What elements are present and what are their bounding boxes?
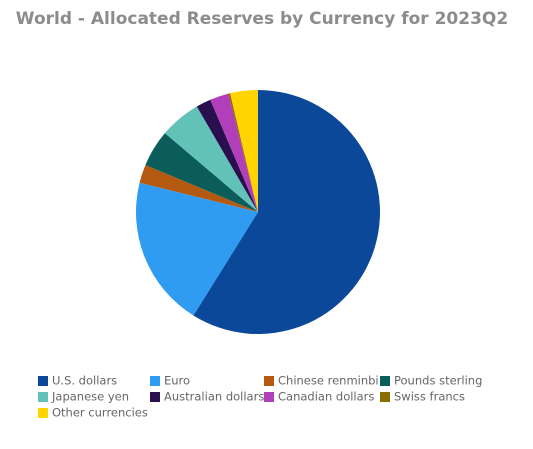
legend-label: Swiss francs xyxy=(394,390,465,404)
legend-swatch xyxy=(150,376,160,386)
legend-label: Euro xyxy=(164,374,190,388)
pie-slice xyxy=(228,93,258,212)
legend-label: Other currencies xyxy=(52,406,148,420)
legend-swatch xyxy=(264,392,274,402)
legend-label: U.S. dollars xyxy=(52,374,117,388)
pie-slice xyxy=(139,164,258,212)
legend-swatch xyxy=(38,392,48,402)
legend-label: Japanese yen xyxy=(51,390,129,404)
pie-slice xyxy=(196,99,258,212)
legend-swatch xyxy=(38,408,48,418)
legend-swatch xyxy=(380,392,390,402)
legend-label: Chinese renminbi xyxy=(278,374,379,388)
pie-slice xyxy=(193,90,380,334)
legend-swatch xyxy=(264,376,274,386)
pie-slice xyxy=(210,93,258,212)
pie-slice xyxy=(136,182,258,316)
legend-swatch xyxy=(38,376,48,386)
legend-swatch xyxy=(380,376,390,386)
pie-slice xyxy=(164,106,258,212)
chart-title: World - Allocated Reserves by Currency f… xyxy=(16,9,508,29)
pie-slice xyxy=(230,90,258,212)
legend-label: Canadian dollars xyxy=(278,390,374,404)
legend-label: Pounds sterling xyxy=(394,374,482,388)
legend-swatch xyxy=(150,392,160,402)
legend-label: Australian dollars xyxy=(164,390,264,404)
pie-slice xyxy=(145,133,258,212)
